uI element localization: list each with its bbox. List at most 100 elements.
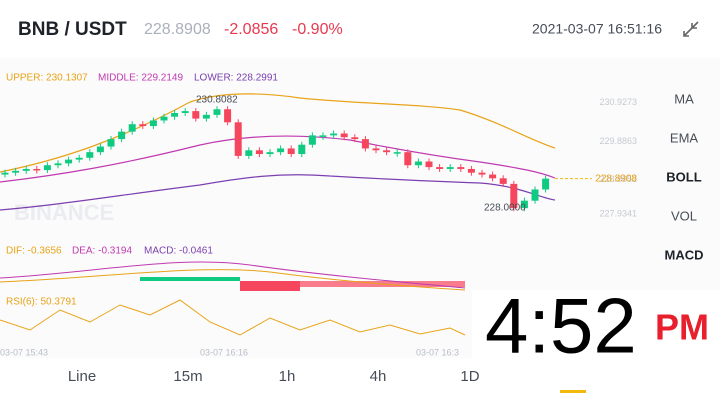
candle — [149, 120, 157, 127]
low-label: 228.0000 — [484, 203, 526, 214]
candle — [128, 124, 136, 132]
candle — [33, 168, 41, 171]
candle — [1, 172, 9, 175]
y-tick-label: 229.8863 — [599, 136, 637, 146]
candle — [372, 148, 380, 151]
candle — [213, 109, 221, 115]
candle — [383, 150, 391, 153]
indicator-option[interactable]: EMA — [670, 130, 699, 145]
indicator-option[interactable]: VOL — [671, 208, 697, 223]
candles — [1, 106, 550, 212]
time-label: 03-07 15:43 — [0, 347, 48, 357]
candle — [107, 139, 115, 147]
candle — [446, 167, 454, 169]
candle — [531, 189, 539, 201]
candle — [266, 152, 274, 155]
candle — [255, 150, 263, 155]
tab[interactable]: 1h — [279, 368, 296, 385]
candle — [75, 157, 83, 160]
candle — [404, 152, 412, 166]
candle — [319, 135, 327, 137]
macd-neg — [240, 281, 300, 291]
candle — [86, 152, 94, 158]
boll-middle-line — [0, 135, 556, 183]
y-tick-label: 227.9341 — [599, 209, 637, 219]
dif-line — [0, 269, 466, 291]
tab[interactable]: 1D — [460, 368, 479, 385]
change-pct: -0.90% — [292, 21, 343, 38]
candle — [118, 131, 126, 140]
indicator-option[interactable]: MA — [674, 91, 694, 106]
candle — [65, 159, 73, 164]
candle — [510, 183, 518, 209]
candle — [202, 114, 210, 119]
candle — [54, 163, 62, 166]
tab[interactable]: 4h — [370, 368, 387, 385]
candle — [171, 112, 179, 117]
candle — [139, 124, 147, 127]
boll-upper: UPPER: 230.1307 — [6, 73, 88, 84]
macd-dif: DIF: -0.3656 — [6, 246, 62, 257]
time-label: 03-07 16:3 — [416, 347, 459, 357]
candle — [12, 170, 20, 173]
rsi-line — [0, 299, 466, 336]
clock-ampm: PM — [655, 307, 709, 348]
candle — [457, 167, 465, 169]
tab-bar: Line 15m 1h 4h 1D — [68, 368, 480, 385]
candle — [499, 178, 507, 184]
candle — [542, 178, 550, 190]
clock-time: 4:52 — [485, 282, 637, 370]
candle — [393, 152, 401, 154]
collapse-icon[interactable] — [683, 21, 699, 37]
candle — [414, 161, 422, 166]
indicator-menu: MA EMA BOLL VOL MACD — [665, 91, 704, 262]
boll-middle: MIDDLE: 229.2149 — [98, 73, 183, 84]
pair: BNB / USDT — [18, 19, 127, 40]
candle — [160, 116, 168, 121]
candle — [245, 150, 253, 156]
boll-lower: LOWER: 228.2991 — [194, 73, 278, 84]
candle — [361, 139, 369, 149]
boll-upper-line — [0, 93, 556, 173]
watermark: BINANCE — [14, 200, 114, 225]
clock-box — [472, 290, 720, 370]
macd-pos — [140, 277, 240, 281]
candle — [234, 122, 242, 156]
rsi-label: RSI(6): 50.3791 — [6, 297, 77, 308]
dea-line — [0, 261, 466, 289]
candle — [22, 168, 30, 171]
macd-dea: DEA: -0.3194 — [72, 246, 132, 257]
candle — [224, 109, 232, 123]
candle — [96, 146, 104, 153]
candle — [330, 133, 338, 136]
candle — [298, 144, 306, 155]
candle — [425, 161, 433, 168]
tab-indicator — [560, 390, 586, 393]
candle — [520, 200, 528, 209]
candle — [478, 172, 486, 175]
candle — [181, 111, 189, 113]
candle — [192, 111, 200, 119]
candle — [436, 167, 444, 169]
candle — [351, 137, 359, 140]
candle — [340, 133, 348, 138]
change: -2.0856 — [224, 21, 278, 38]
candle — [308, 135, 316, 145]
y-tick-label: 230.9273 — [599, 97, 637, 107]
datetime: 2021-03-07 16:51:16 — [532, 21, 662, 37]
candle — [277, 148, 285, 153]
macd-value: MACD: -0.0461 — [144, 246, 213, 257]
high-label: 230.8082 — [196, 95, 238, 106]
candle — [489, 174, 497, 179]
indicator-option[interactable]: MACD — [665, 247, 704, 262]
indicator-option[interactable]: BOLL — [666, 169, 701, 184]
y-tick-label: 228.8652 — [599, 174, 637, 184]
candle — [467, 168, 475, 173]
price: 228.8908 — [144, 21, 211, 38]
candle — [287, 148, 295, 155]
tab[interactable]: 15m — [173, 368, 202, 385]
tab[interactable]: Line — [68, 368, 96, 385]
boll-lower-line — [0, 174, 556, 211]
